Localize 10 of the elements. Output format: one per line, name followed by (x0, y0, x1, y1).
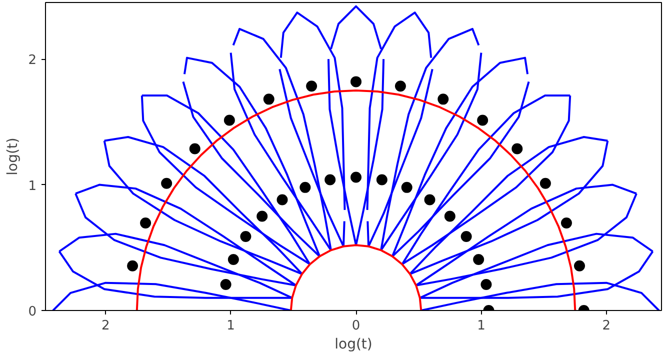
y-tick-label: 0 (28, 304, 37, 320)
x-tick-label: 1 (226, 318, 235, 334)
x-tick-label: 2 (602, 318, 611, 334)
y-tick-label: 2 (28, 53, 37, 68)
x-tick-label: 2 (101, 318, 110, 334)
y-axis-title: log(t) (5, 138, 22, 176)
x-tick-label: 0 (352, 318, 360, 334)
x-tick-label: 1 (477, 318, 486, 334)
y-tick-label: 1 (28, 178, 37, 194)
x-axis-title: log(t) (334, 336, 372, 352)
